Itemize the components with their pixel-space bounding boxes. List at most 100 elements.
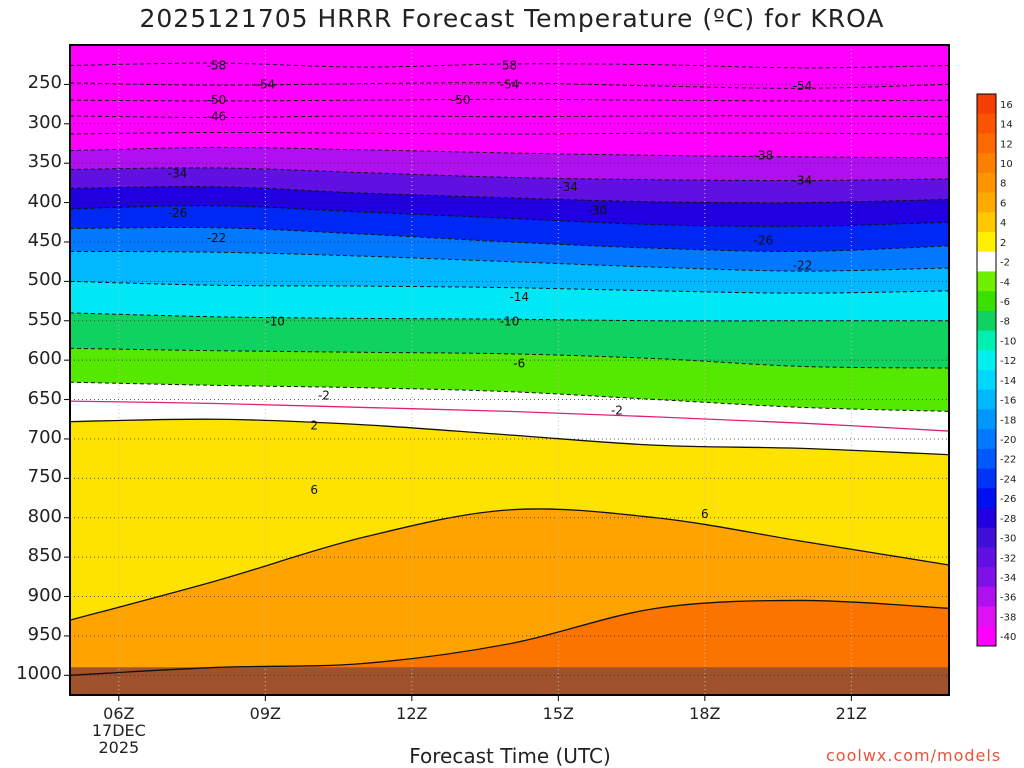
colorbar-swatch xyxy=(977,251,996,272)
colorbar-swatch xyxy=(977,409,996,430)
contour-label: -6 xyxy=(513,356,525,370)
colorbar-label: -36 xyxy=(1000,593,1016,604)
colorbar-label: -10 xyxy=(1000,336,1016,347)
x-axis-title: Forecast Time (UTC) xyxy=(409,744,611,768)
colorbar-swatch xyxy=(977,172,996,194)
credit-text: coolwx.com/models xyxy=(826,746,1002,765)
colorbar-label: -6 xyxy=(1000,297,1010,308)
colorbar-label: -18 xyxy=(1000,415,1016,426)
contour-label: -34 xyxy=(558,180,578,194)
x-tick-label: 21Z xyxy=(835,704,867,723)
plot-border xyxy=(69,44,950,696)
contour-label: -50 xyxy=(207,93,227,107)
colorbar-swatch xyxy=(977,153,996,174)
colorbar-swatch xyxy=(977,586,996,608)
colorbar-label: -28 xyxy=(1000,514,1016,525)
colorbar-label: -38 xyxy=(1000,612,1016,623)
colorbar-swatch xyxy=(977,567,996,588)
x-tick-label: 06Z xyxy=(103,704,135,723)
colorbar-swatch xyxy=(977,468,996,489)
ground-fill xyxy=(70,667,949,695)
colorbar-label: -24 xyxy=(1000,474,1016,485)
colorbar-swatch xyxy=(977,429,996,450)
contour-label: 6 xyxy=(310,483,318,497)
colorbar-label: 4 xyxy=(1000,218,1006,229)
colorbar-label: -26 xyxy=(1000,494,1016,505)
colorbar-swatch xyxy=(977,232,996,253)
colorbar-label: 8 xyxy=(1000,179,1006,190)
colorbar-swatch xyxy=(977,488,996,509)
contour-label: -26 xyxy=(754,233,774,247)
y-tick-label: 250 xyxy=(27,72,62,94)
colorbar-border xyxy=(976,93,997,647)
contour-label: -2 xyxy=(318,389,330,403)
colorbar-swatch xyxy=(977,212,996,233)
colorbar-label: -4 xyxy=(1000,277,1010,288)
colorbar-swatch xyxy=(977,271,996,292)
colorbar-label: -8 xyxy=(1000,317,1010,328)
contour-label: 2 xyxy=(310,419,318,433)
colorbar-swatch xyxy=(977,133,996,154)
contour-label: -34 xyxy=(793,174,813,188)
y-tick-label: 850 xyxy=(27,545,62,567)
y-tick-label: 750 xyxy=(27,466,62,488)
contour-label: -30 xyxy=(588,203,608,217)
contour-label: -22 xyxy=(207,231,227,245)
isotherm-line xyxy=(69,599,950,676)
colorbar-label: -32 xyxy=(1000,553,1016,564)
colorbar-label: -12 xyxy=(1000,356,1016,367)
contour-label: 58 xyxy=(502,58,517,72)
contour-label: -34 xyxy=(168,166,188,180)
y-tick-label: 800 xyxy=(27,505,62,527)
y-tick-label: 950 xyxy=(27,623,62,645)
colorbar-label: -14 xyxy=(1000,376,1016,387)
colorbar-swatch xyxy=(977,527,996,548)
contour-label: -54 xyxy=(793,79,813,93)
colorbar-swatch xyxy=(977,508,996,529)
colorbar-swatch xyxy=(977,370,996,391)
colorbar-label: -40 xyxy=(1000,632,1016,643)
colorbar-label: -34 xyxy=(1000,573,1016,584)
x-tick-date: 2025 xyxy=(98,738,140,757)
isotherm-line xyxy=(69,400,950,432)
y-tick-label: 600 xyxy=(27,348,62,370)
y-tick-label: 500 xyxy=(27,269,62,291)
x-tick-date: 17DEC xyxy=(91,721,146,740)
x-tick-label: 18Z xyxy=(689,704,721,723)
y-tick-label: 650 xyxy=(27,387,62,409)
colorbar-label: -30 xyxy=(1000,534,1016,545)
isotherm-line xyxy=(69,418,950,456)
y-tick-label: 700 xyxy=(27,426,62,448)
colorbar-swatch xyxy=(977,350,996,371)
colorbar-swatch xyxy=(977,547,996,568)
colorbar: 16 14 12 10 8 6 4 2 -2 -4 -6 -8 -10 -12 -14 -16 -18 -20 -2… xyxy=(976,93,1016,647)
contour-label: -2 xyxy=(611,404,623,418)
y-tick-label: 400 xyxy=(27,190,62,212)
y-tick-label: 900 xyxy=(27,584,62,606)
y-tick-label: 300 xyxy=(27,111,62,133)
contour-label: -10 xyxy=(500,315,520,329)
colorbar-label: 14 xyxy=(1000,120,1013,131)
colorbar-swatch xyxy=(977,310,996,332)
chart-title: 2025121705 HRRR Forecast Temperature (ºC… xyxy=(139,4,885,33)
colorbar-swatch xyxy=(977,606,996,627)
contour-label: -58 xyxy=(207,58,227,72)
colorbar-label: 10 xyxy=(1000,159,1013,170)
y-tick-label: 450 xyxy=(27,229,62,251)
colorbar-label: 2 xyxy=(1000,238,1006,249)
contour-label: -38 xyxy=(754,148,774,162)
colorbar-swatch xyxy=(977,192,996,213)
colorbar-label: -20 xyxy=(1000,435,1016,446)
contour-label: -54 xyxy=(500,77,520,91)
contour-label: -26 xyxy=(168,206,188,220)
colorbar-label: -2 xyxy=(1000,258,1010,269)
contour-label: -10 xyxy=(265,315,285,329)
contour-label: -22 xyxy=(793,259,813,273)
plot-area: -58 58 -54 -54 -54 -50 -50 -46 -38 -34 -34 -34 -30 -2… xyxy=(64,44,950,701)
colorbar-swatch xyxy=(977,389,996,410)
colorbar-label: 12 xyxy=(1000,139,1013,150)
contour-label: -14 xyxy=(509,290,529,304)
contour-label: 6 xyxy=(701,507,709,521)
x-tick-label: 12Z xyxy=(396,704,428,723)
